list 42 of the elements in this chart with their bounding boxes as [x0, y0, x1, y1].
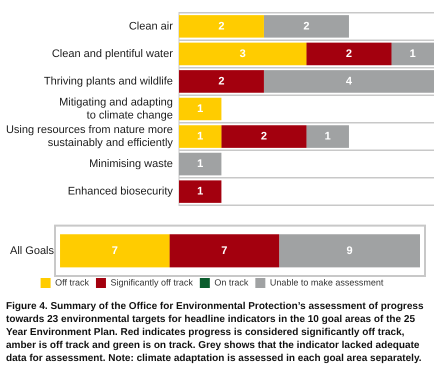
data-label: 2	[346, 48, 352, 60]
bar	[178, 15, 264, 38]
bar	[264, 15, 349, 38]
y-tick-label: Clean and plentiful water	[52, 48, 174, 60]
data-label: 3	[240, 48, 246, 60]
bar	[264, 70, 434, 93]
data-label: 7	[221, 244, 228, 257]
data-label: 1	[197, 186, 204, 198]
y-tick-label: Thriving plants and wildlife	[44, 75, 173, 88]
data-label: 1	[197, 158, 204, 170]
y-tick-label: Enhanced biosecurity	[68, 186, 174, 198]
data-label: 9	[346, 244, 353, 257]
y-tick-label: Mitigating and adapting to climate change	[59, 96, 173, 122]
bar	[178, 42, 306, 66]
data-label: 4	[346, 75, 353, 88]
data-label: 7	[112, 244, 118, 257]
bar	[391, 42, 434, 66]
bar	[178, 70, 264, 93]
bar	[178, 152, 222, 176]
data-label: 2	[303, 20, 310, 32]
data-label: 2	[260, 130, 267, 143]
data-label: 1	[197, 103, 204, 116]
bar	[306, 125, 349, 148]
data-label: 1	[197, 130, 204, 143]
legend-label: Unable to make assessment	[270, 277, 384, 288]
data-label: 1	[324, 130, 331, 143]
bar	[178, 125, 222, 148]
y-tick-label: Clean air	[128, 20, 174, 32]
bar	[306, 42, 392, 66]
y-tick-label: Using resources from nature more sustainably and efficiently	[6, 124, 174, 150]
y-tick-label: Minimising waste	[89, 158, 173, 170]
data-label: 2	[218, 20, 224, 32]
data-label: 1	[410, 48, 416, 60]
bar	[221, 125, 306, 148]
legend-label: Off track	[55, 277, 90, 288]
bar	[178, 98, 222, 120]
caption: Figure 4. Summary of the Office for Environmental Protection’s assessment of progress towards 23 environmental targets for headline indicators in the 10 goal areas of the 25 Year Environment Plan. Red indicates progress is considered significantly off track, amber is off track and green is on track. Grey shows that the indicator lacked adequate data for assessment. Note: climate adaptation is assessed in each goal area separately.	[6, 300, 425, 365]
bar	[178, 180, 222, 203]
legend-label: Significantly off track	[110, 277, 194, 288]
data-label: 2	[218, 75, 224, 88]
legend-label: On track	[214, 277, 249, 288]
y-tick-label: All Goals	[10, 244, 54, 257]
